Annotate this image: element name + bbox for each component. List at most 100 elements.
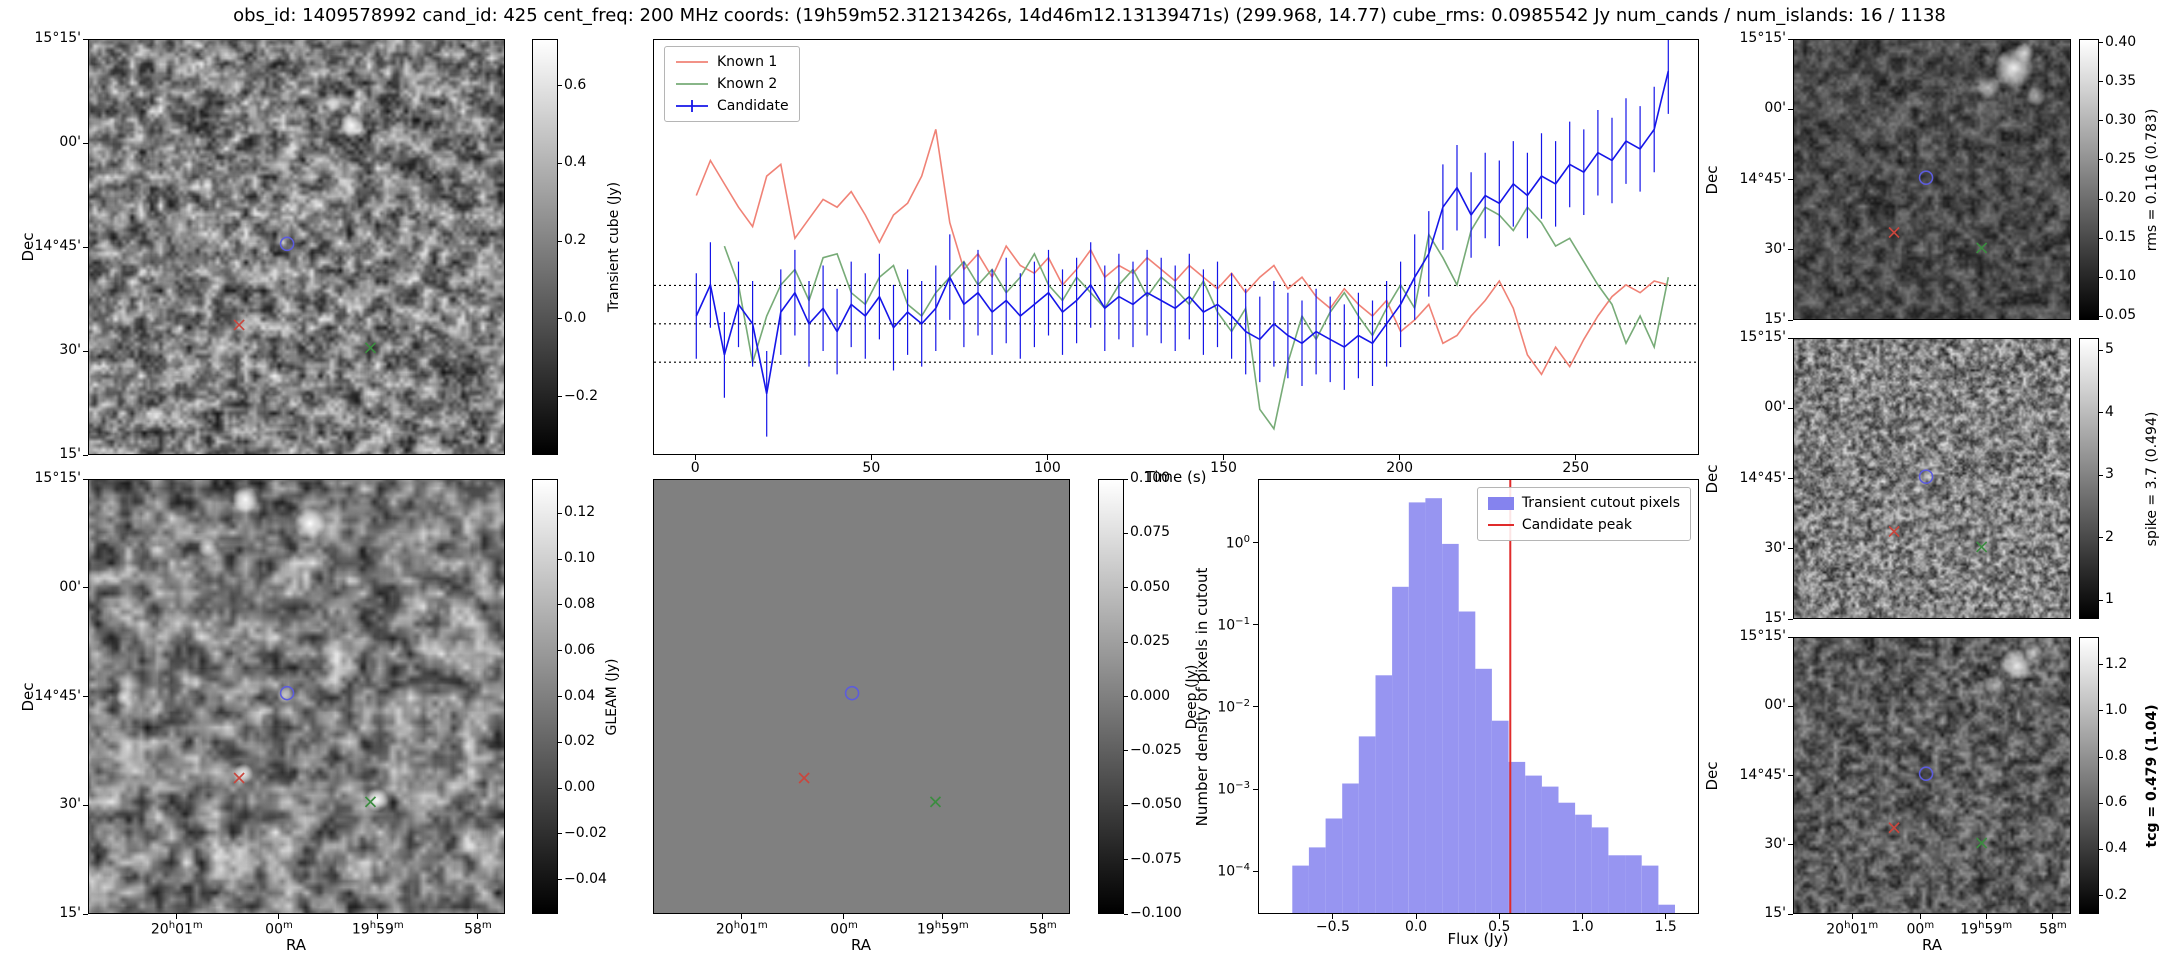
histogram-bar bbox=[1442, 543, 1459, 913]
dec-tick bbox=[1788, 179, 1793, 180]
colorbar-tick bbox=[2099, 895, 2103, 897]
histogram-bar bbox=[1292, 865, 1309, 913]
dec-tick-label: 15°15' bbox=[34, 30, 81, 46]
colorbar-transient_cube bbox=[532, 39, 558, 455]
histogram-bar bbox=[1591, 827, 1609, 913]
dec-tick-label: 30' bbox=[1764, 835, 1786, 852]
dec-tick-label: 14°45' bbox=[1739, 469, 1786, 486]
sky-markers bbox=[1888, 469, 1988, 553]
panel-flux-histogram: Transient cutout pixels Candidate peak bbox=[1258, 479, 1699, 914]
colorbar-tick-label: 0.100 bbox=[1130, 470, 1171, 486]
time-tick bbox=[1575, 455, 1577, 460]
dec-tick-label: 14°45' bbox=[1739, 766, 1786, 783]
dec-tick-label: 15' bbox=[59, 446, 81, 462]
ra-tick-label: 58m bbox=[464, 920, 492, 938]
histogram-bar bbox=[1425, 498, 1442, 913]
colorbar-label-spike: spike = 3.7 (0.494) bbox=[2144, 411, 2160, 546]
colorbar-tick bbox=[558, 85, 562, 87]
dec-tick bbox=[83, 587, 88, 589]
colorbar-tick bbox=[2099, 159, 2103, 161]
dec-tick-label: 14°45' bbox=[34, 687, 81, 704]
sky-markers bbox=[1888, 766, 1988, 849]
dec-tick bbox=[83, 38, 88, 40]
colorbar-label-rms: rms = 0.116 (0.783) bbox=[2144, 108, 2160, 251]
dec-tick bbox=[1788, 844, 1793, 846]
dec-tick bbox=[83, 350, 88, 352]
colorbar-tick-label: 1.0 bbox=[2105, 701, 2128, 718]
ra-tick-label: 20h01m bbox=[715, 920, 768, 938]
histy-tick bbox=[1253, 542, 1258, 544]
dec-tick bbox=[1788, 618, 1793, 620]
colorbar-tick-label: 0.0 bbox=[564, 309, 587, 326]
gleam-image bbox=[89, 480, 504, 913]
ra-tick bbox=[1919, 914, 1921, 919]
ra-tick-label: 58m bbox=[1029, 920, 1057, 938]
colorbar-tick-label: −0.2 bbox=[564, 387, 598, 404]
sky-markers bbox=[1888, 170, 1988, 254]
dec-tick bbox=[83, 142, 88, 144]
known-2-marker bbox=[1976, 837, 1988, 849]
colorbar-tick bbox=[558, 240, 562, 242]
flux-histogram-plot bbox=[1292, 480, 1675, 913]
dec-tick-label: 00' bbox=[59, 134, 81, 150]
histy-tick-label: 100 bbox=[1225, 533, 1250, 552]
colorbar-tick bbox=[558, 696, 562, 697]
time-tick-label: 200 bbox=[1386, 460, 1413, 476]
colorbar-tick bbox=[2099, 315, 2103, 317]
colorbar-tick-label: −0.04 bbox=[564, 870, 607, 887]
histy-tick-label: 10−1 bbox=[1217, 615, 1250, 634]
colorbar-tick-label: 0.075 bbox=[1130, 524, 1171, 541]
histogram-bar bbox=[1492, 720, 1509, 913]
candidate-marker bbox=[1918, 469, 1934, 484]
colorbar-tick-label: 0.35 bbox=[2105, 72, 2137, 89]
colorbar-tick-label: 0.12 bbox=[564, 504, 596, 521]
errorbars-candidate bbox=[695, 40, 1669, 437]
colorbar-label-gleam: GLEAM (Jy) bbox=[604, 658, 620, 735]
candidate-marker bbox=[844, 685, 860, 701]
panel-lightcurve: Known 1 Known 2 Candidate bbox=[653, 39, 1699, 455]
colorbar-tick-label: −0.02 bbox=[564, 824, 607, 841]
ra-tick bbox=[278, 914, 280, 919]
dec-tick-label: 00' bbox=[1764, 100, 1786, 117]
panel-gleam-cutout bbox=[88, 479, 505, 914]
colorbar-tick-label: 0.025 bbox=[1130, 633, 1171, 650]
colorbar-tick bbox=[2099, 802, 2103, 804]
series-line-known-2 bbox=[723, 205, 1670, 431]
dec-tick bbox=[1788, 705, 1793, 707]
colorbar-tcg bbox=[2079, 637, 2099, 914]
ra-tick bbox=[176, 914, 178, 919]
histogram-bar bbox=[1375, 675, 1393, 913]
known-1-marker bbox=[233, 319, 245, 331]
time-tick-label: 50 bbox=[862, 460, 881, 476]
ra-tick bbox=[477, 914, 479, 919]
dec-tick-label: 00' bbox=[59, 578, 81, 595]
dec-tick-label: 15' bbox=[59, 905, 81, 921]
dec-tick bbox=[1788, 337, 1793, 339]
ra-tick bbox=[1851, 914, 1853, 919]
colorbar-tick bbox=[2099, 537, 2103, 539]
colorbar-tick bbox=[558, 787, 562, 789]
ra-tick-label: 19h59m bbox=[1960, 920, 2013, 938]
legend-sample-known-2 bbox=[676, 83, 708, 85]
dec-tick-label: 15' bbox=[1764, 311, 1786, 327]
ra-tick bbox=[377, 914, 379, 919]
legend-item: Known 1 bbox=[675, 52, 789, 72]
ra-tick-label: 19h59m bbox=[351, 920, 404, 938]
colorbar-tick-label: 0.4 bbox=[2105, 840, 2128, 857]
colorbar-tick bbox=[558, 833, 562, 835]
legend-label: Candidate peak bbox=[1521, 517, 1633, 533]
colorbar-tick-label: −0.075 bbox=[1130, 850, 1182, 867]
panel-transient-cube-cutout bbox=[88, 39, 505, 455]
legend-patch bbox=[1487, 496, 1514, 510]
dec-tick-label: 30' bbox=[1764, 240, 1786, 257]
colorbar-tick bbox=[2099, 848, 2103, 850]
histx-tick-label: 1.5 bbox=[1654, 919, 1677, 935]
colorbar-tick-label: −0.100 bbox=[1130, 905, 1182, 921]
known-1-marker bbox=[798, 772, 810, 784]
histx-tick bbox=[1582, 914, 1583, 919]
known-2-marker bbox=[364, 342, 377, 354]
colorbar-label-tcg: tcg = 0.479 (1.04) bbox=[2144, 704, 2160, 847]
colorbar-tick bbox=[1124, 913, 1128, 915]
histogram-bar bbox=[1658, 904, 1675, 913]
colorbar-tick bbox=[2099, 599, 2103, 601]
